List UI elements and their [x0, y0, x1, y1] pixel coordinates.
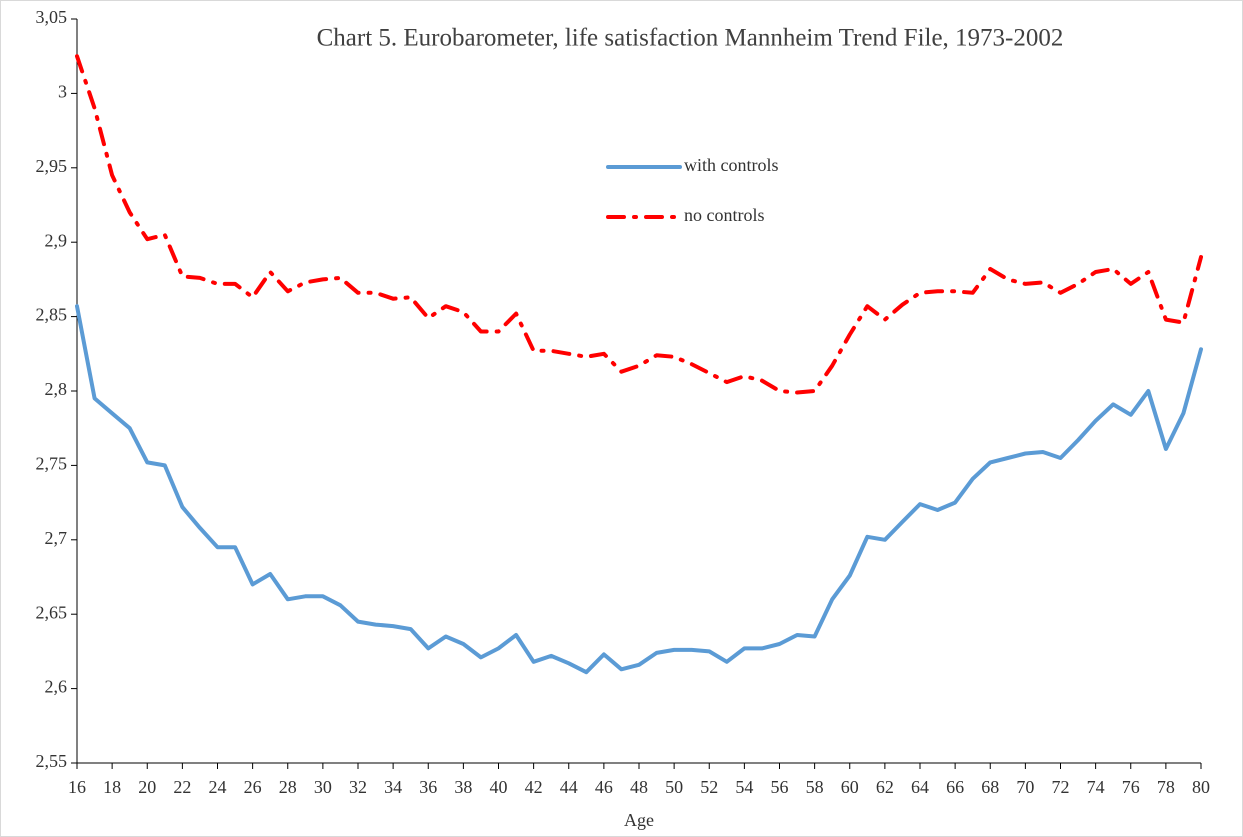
x-tick-label: 26	[244, 777, 262, 797]
y-tick-label: 2,75	[36, 454, 68, 474]
x-tick-label: 70	[1016, 777, 1034, 797]
y-tick-label: 3,05	[36, 7, 68, 27]
y-tick-label: 2,95	[36, 156, 68, 176]
x-tick-label: 28	[279, 777, 297, 797]
x-tick-label: 62	[876, 777, 894, 797]
x-tick-label: 58	[806, 777, 824, 797]
x-tick-label: 48	[630, 777, 648, 797]
x-tick-label: 50	[665, 777, 683, 797]
x-tick-label: 46	[595, 777, 613, 797]
x-tick-label: 72	[1052, 777, 1070, 797]
chart-title: Chart 5. Eurobarometer, life satisfactio…	[317, 25, 1064, 52]
x-tick-label: 66	[946, 777, 964, 797]
x-tick-label: 54	[735, 777, 753, 797]
y-tick-label: 2,85	[36, 305, 68, 325]
x-tick-label: 78	[1157, 777, 1175, 797]
y-tick-label: 3	[58, 82, 67, 102]
x-tick-label: 76	[1122, 777, 1140, 797]
y-tick-label: 2,7	[45, 528, 68, 548]
x-tick-label: 40	[490, 777, 508, 797]
x-tick-label: 24	[209, 777, 227, 797]
x-tick-label: 60	[841, 777, 859, 797]
x-tick-label: 42	[525, 777, 543, 797]
x-tick-label: 32	[349, 777, 367, 797]
x-tick-label: 16	[68, 777, 86, 797]
y-tick-label: 2,9	[45, 230, 68, 250]
x-axis-label: Age	[624, 810, 654, 830]
x-tick-label: 18	[103, 777, 121, 797]
y-tick-label: 2,6	[45, 677, 68, 697]
x-tick-label: 22	[173, 777, 191, 797]
series-line	[75, 54, 1203, 395]
x-tick-label: 64	[911, 777, 929, 797]
y-tick-label: 2,8	[45, 379, 68, 399]
series-line	[75, 304, 1203, 675]
x-tick-label: 38	[454, 777, 472, 797]
x-tick-label: 34	[384, 777, 402, 797]
y-tick-label: 2,55	[36, 751, 68, 771]
x-tick-label: 20	[138, 777, 156, 797]
x-tick-label: 74	[1087, 777, 1105, 797]
x-tick-label: 30	[314, 777, 332, 797]
legend-label: no controls	[684, 205, 765, 225]
y-tick-label: 2,65	[36, 602, 68, 622]
x-tick-label: 44	[560, 777, 578, 797]
x-tick-label: 52	[700, 777, 718, 797]
x-tick-label: 80	[1192, 777, 1210, 797]
x-tick-label: 68	[981, 777, 999, 797]
legend-label: with controls	[684, 155, 779, 175]
x-tick-label: 56	[771, 777, 789, 797]
x-tick-label: 36	[419, 777, 437, 797]
